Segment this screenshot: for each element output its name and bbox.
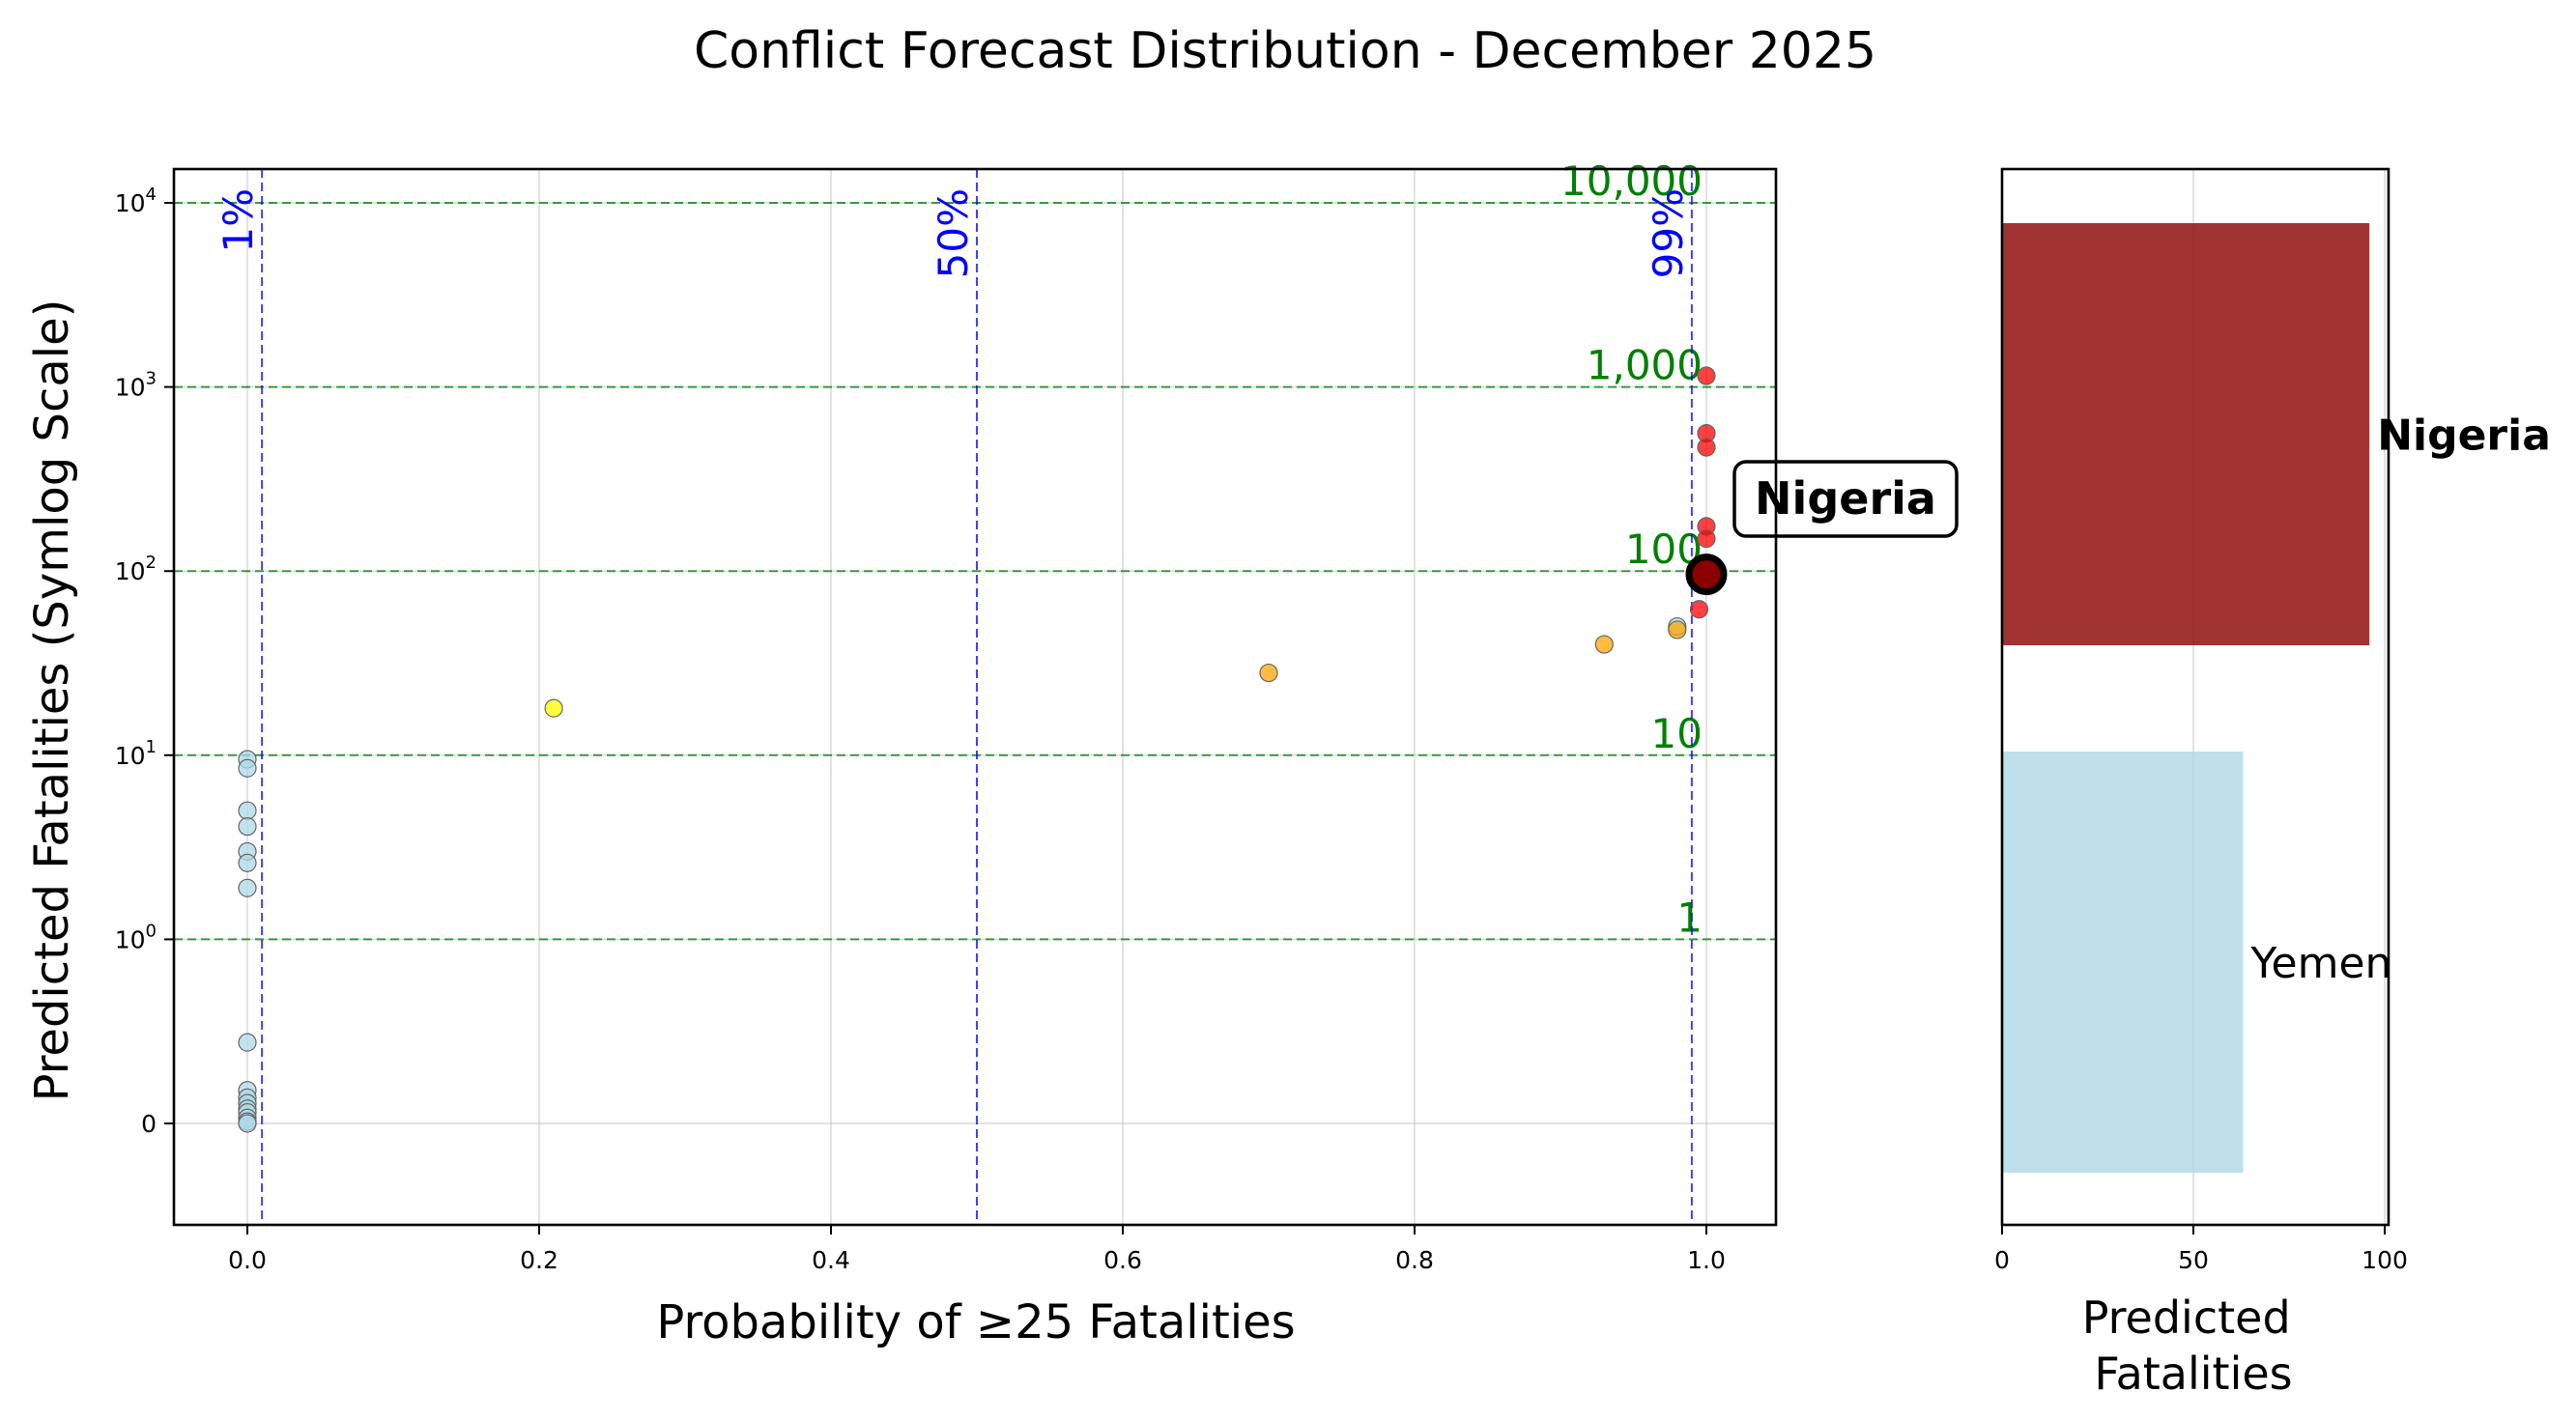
y-tick-label: 0	[141, 1110, 157, 1138]
data-point	[1689, 600, 1709, 619]
fatality-threshold-label: 10	[1651, 710, 1703, 757]
data-point	[238, 1033, 257, 1052]
data-point	[1697, 366, 1716, 385]
x-tick-label: 0.4	[812, 1246, 850, 1274]
scatter-y-axis-label: Predicted Fatalities (Symlog Scale)	[25, 299, 79, 1102]
x-tick-label: 0.0	[228, 1246, 267, 1274]
data-point	[544, 698, 563, 718]
highlight-label-box	[1732, 460, 1959, 538]
data-point	[1594, 635, 1614, 654]
scatter-x-axis-label: Probability of ≥25 Fatalities	[656, 1295, 1295, 1349]
y-tick-label: 102	[115, 553, 157, 585]
bar	[2002, 752, 2244, 1173]
bar-axes-frame	[2000, 167, 2390, 1227]
bar-panel: Yemen Nigeria 0 50 100	[1994, 167, 2551, 1274]
bar-x-tick-label: 100	[2361, 1246, 2408, 1274]
data-point	[1697, 438, 1716, 457]
y-tick-label: 103	[115, 369, 157, 402]
x-tick-label: 1.0	[1687, 1246, 1726, 1274]
y-tick-label: 104	[115, 185, 157, 217]
probability-threshold-label: 99%	[1645, 188, 1692, 278]
data-point	[238, 878, 257, 897]
fatality-threshold-label: 10,000	[1560, 157, 1703, 205]
bar-x-axis-label: Predicted Fatalities	[2082, 1292, 2305, 1400]
scatter-axes-frame	[172, 167, 1778, 1227]
bar-x-tick-label: 50	[2178, 1246, 2209, 1274]
data-point	[1668, 620, 1687, 639]
highlighted-point	[1685, 554, 1728, 596]
y-tick-label: 100	[115, 921, 157, 953]
data-point	[1697, 529, 1716, 549]
data-point	[238, 853, 257, 872]
x-tick-label: 0.8	[1395, 1246, 1434, 1274]
x-tick-label: 0.6	[1103, 1246, 1142, 1274]
scatter-panel: 1 10 100 1,000 10,000 1% 50% 99% Nigeria 0.0 0.2 0.…	[115, 157, 1959, 1274]
bar-label: Nigeria	[2377, 412, 2551, 461]
probability-threshold-label: 1%	[215, 188, 262, 253]
data-point	[238, 758, 257, 778]
highlight-label: Nigeria	[1755, 472, 1936, 525]
data-point	[238, 801, 257, 820]
fatality-threshold-label: 1	[1676, 894, 1703, 941]
figure-title: Conflict Forecast Distribution - Decembe…	[694, 22, 1876, 80]
probability-threshold-label: 50%	[930, 188, 977, 278]
data-point	[238, 1114, 257, 1133]
bar-x-tick-label: 0	[1994, 1246, 2010, 1274]
fatality-threshold-label: 1,000	[1587, 342, 1703, 389]
x-tick-label: 0.2	[520, 1246, 558, 1274]
y-tick-label: 101	[115, 737, 157, 770]
bar-label: Yemen	[2250, 939, 2392, 988]
data-point	[238, 817, 257, 837]
data-point	[1259, 663, 1278, 683]
bar	[2002, 223, 2370, 645]
